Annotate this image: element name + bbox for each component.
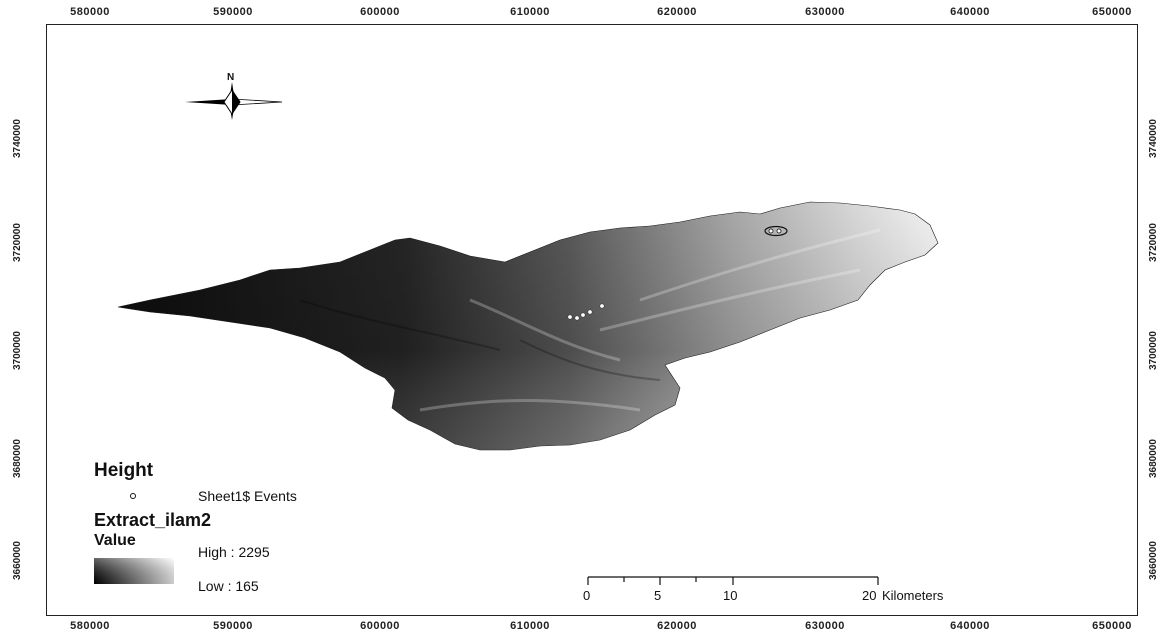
x-tick-label: 640000	[950, 6, 990, 18]
ridge-lines	[419, 228, 881, 412]
valley-line	[299, 299, 501, 351]
scale-bar-unit: Kilometers	[882, 588, 944, 603]
legend-height-title: Height	[94, 460, 154, 481]
event-point[interactable]	[580, 312, 586, 318]
event-point[interactable]	[587, 309, 593, 315]
x-tick-label: 600000	[360, 620, 400, 632]
dem-shade	[118, 202, 938, 450]
x-tick-label: 580000	[70, 620, 110, 632]
scale-bar-label: 10	[723, 588, 738, 603]
valley-lines	[299, 299, 661, 381]
north-label: N	[227, 72, 235, 83]
x-tick-label: 640000	[950, 620, 990, 632]
x-tick-label: 620000	[657, 6, 697, 18]
x-tick-label: 620000	[657, 620, 697, 632]
legend-events-label: Sheet1$ Events	[198, 488, 297, 504]
ridge-line	[599, 268, 861, 332]
ridge-line	[469, 298, 621, 362]
legend-color-ramp-shade	[94, 558, 174, 584]
x-tick-label: 610000	[510, 6, 550, 18]
x-tick-label: 590000	[213, 6, 253, 18]
legend-high-label: High : 2295	[198, 544, 270, 560]
x-tick-label: 650000	[1092, 6, 1132, 18]
valley-line	[519, 339, 661, 381]
event-points	[567, 225, 788, 321]
x-tick-label: 600000	[360, 6, 400, 18]
scale-bar	[587, 576, 879, 585]
event-point[interactable]	[776, 228, 782, 234]
legend-low-label: Low : 165	[198, 578, 259, 594]
scale-bar-label: 0	[583, 588, 591, 603]
event-point[interactable]	[574, 315, 580, 321]
event-cluster[interactable]	[764, 225, 788, 237]
scale-bar-label: 20	[862, 588, 877, 603]
ridge-line	[419, 399, 641, 412]
x-tick-label: 610000	[510, 620, 550, 632]
scale-bar-label: 5	[654, 588, 662, 603]
dem-raster	[117, 201, 939, 451]
x-tick-label: 580000	[70, 6, 110, 18]
legend-value-title: Value	[94, 532, 136, 549]
event-point[interactable]	[567, 314, 573, 320]
legend-event-symbol	[130, 493, 136, 499]
legend-layer-title: Extract_ilam2	[94, 510, 212, 530]
north-arrow-icon	[185, 82, 283, 120]
x-tick-label: 630000	[805, 620, 845, 632]
event-point[interactable]	[768, 228, 774, 234]
ridge-line	[639, 228, 881, 302]
event-point[interactable]	[599, 303, 605, 309]
x-tick-label: 590000	[213, 620, 253, 632]
x-tick-label: 650000	[1092, 620, 1132, 632]
x-tick-label: 630000	[805, 6, 845, 18]
